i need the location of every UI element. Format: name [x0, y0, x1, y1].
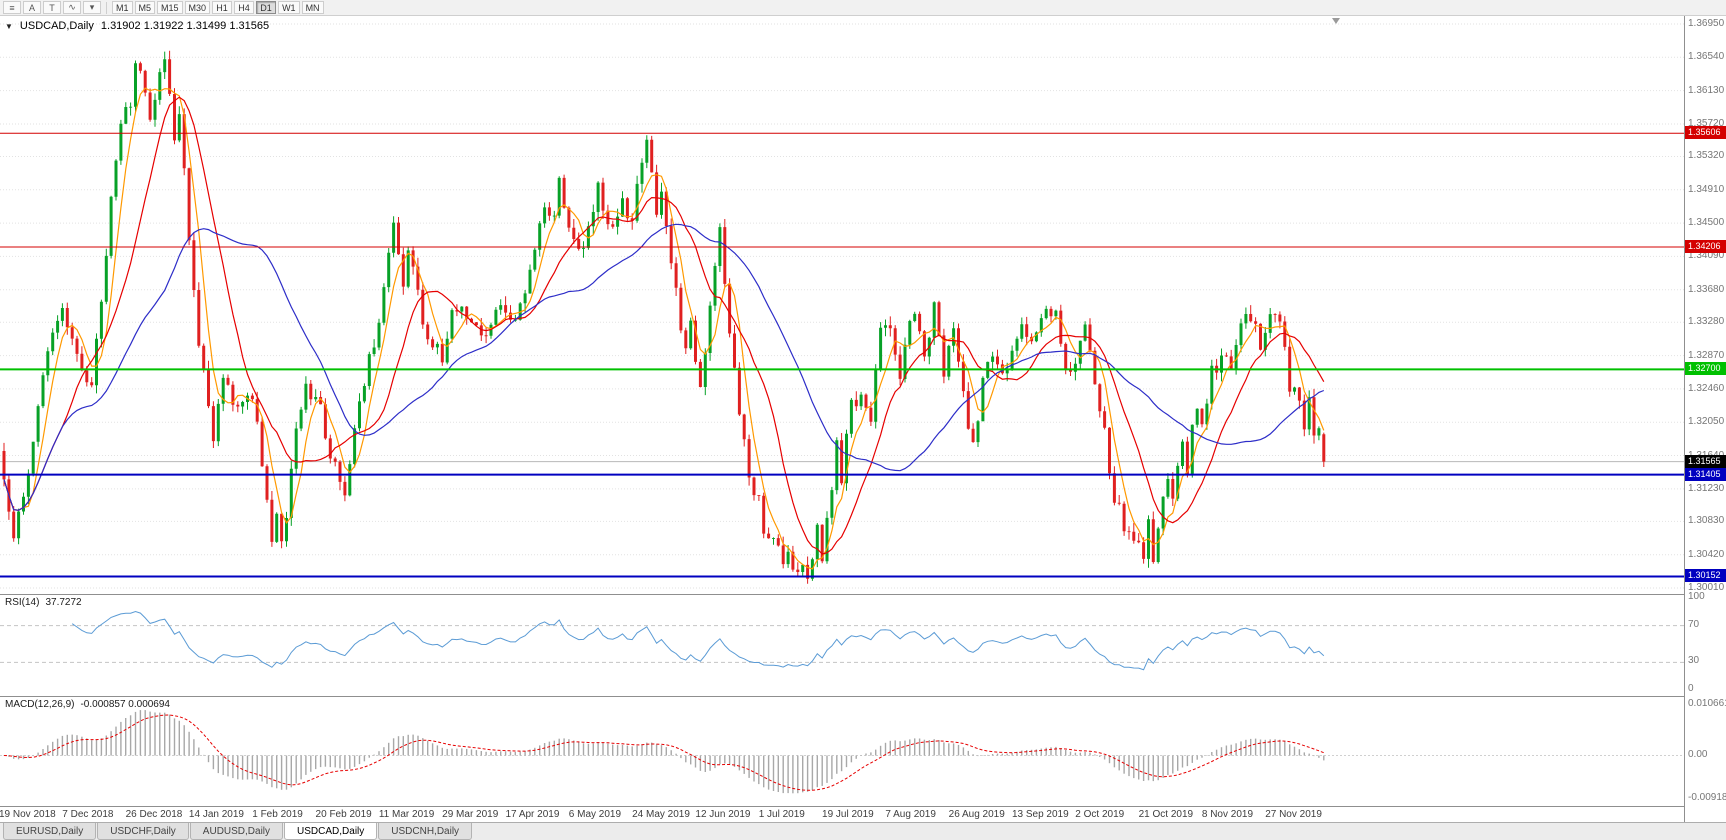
- rsi-axis-label: 100: [1688, 591, 1705, 602]
- date-label: 19 Nov 2018: [0, 809, 56, 820]
- price-axis-label: 1.34090: [1688, 250, 1725, 262]
- price-axis-label: 1.34910: [1688, 183, 1725, 195]
- price-axis-label: 1.36540: [1688, 51, 1725, 63]
- rsi-label: RSI(14): [5, 597, 40, 608]
- date-label: 12 Jun 2019: [695, 809, 751, 820]
- macd-chart-canvas[interactable]: [0, 697, 1684, 806]
- date-label: 21 Oct 2019: [1138, 809, 1194, 820]
- macd-axis-label: 0.0106615: [1688, 698, 1726, 709]
- chart-title: ▼ USDCAD,Daily 1.31902 1.31922 1.31499 1…: [5, 20, 269, 32]
- hline-price-tag[interactable]: 1.31405: [1685, 467, 1726, 481]
- macd-values: -0.000857 0.000694: [80, 699, 170, 710]
- macd-pane[interactable]: MACD(12,26,9) -0.000857 0.000694: [0, 696, 1684, 806]
- price-axis-label: 1.32870: [1688, 349, 1725, 361]
- cursor-tool-icon[interactable]: A: [23, 1, 41, 14]
- timeframe-button-h1[interactable]: H1: [212, 1, 233, 14]
- rsi-axis-label: 0: [1688, 683, 1694, 694]
- chart-tabs: EURUSD,Daily USDCHF,Daily AUDUSD,Daily USDC…: [0, 822, 1726, 840]
- price-axis-label: 1.33680: [1688, 283, 1725, 295]
- draw-tools-icon[interactable]: ∿: [63, 1, 81, 14]
- tab-usdcad-daily[interactable]: USDCAD,Daily: [284, 823, 378, 840]
- date-label: 1 Jul 2019: [758, 809, 805, 820]
- macd-label: MACD(12,26,9): [5, 699, 75, 710]
- price-axis-label: 1.35320: [1688, 150, 1725, 162]
- rsi-title: RSI(14) 37.7272: [5, 597, 82, 608]
- charts-list-icon[interactable]: ≡: [3, 1, 21, 14]
- rsi-chart-canvas[interactable]: [0, 595, 1684, 696]
- price-axis-label: 1.32050: [1688, 416, 1725, 428]
- price-chart-canvas[interactable]: [0, 16, 1684, 594]
- hline-price-tag[interactable]: 1.35606: [1685, 126, 1726, 140]
- current-price-tag: 1.31565: [1685, 454, 1726, 468]
- tab-usdchf-daily[interactable]: USDCHF,Daily: [97, 823, 189, 840]
- draw-tools-caret-icon[interactable]: ▾: [83, 1, 101, 14]
- text-tool-icon[interactable]: T: [43, 1, 61, 14]
- macd-axis-label: -0.00918: [1688, 792, 1726, 803]
- price-axis-label: 1.32460: [1688, 382, 1725, 394]
- timeframe-button-mn[interactable]: MN: [301, 1, 324, 14]
- macd-title: MACD(12,26,9) -0.000857 0.000694: [5, 699, 170, 710]
- date-label: 26 Aug 2019: [948, 809, 1005, 820]
- date-label: 29 Mar 2019: [442, 809, 499, 820]
- timeframe-button-w1[interactable]: W1: [278, 1, 300, 14]
- price-axis-label: 1.34500: [1688, 217, 1725, 229]
- timeframe-button-d1[interactable]: D1: [256, 1, 277, 14]
- date-label: 13 Sep 2019: [1011, 809, 1069, 820]
- date-label: 11 Mar 2019: [378, 809, 435, 820]
- timeframe-button-m15[interactable]: M15: [157, 1, 183, 14]
- toolbar: ≡ A T ∿ ▾ M1 M5 M15 M30 H1 H4 D1 W1 MN: [0, 0, 1726, 16]
- date-label: 8 Nov 2019: [1201, 809, 1254, 820]
- timeframe-button-h4[interactable]: H4: [234, 1, 255, 14]
- date-label: 26 Dec 2018: [125, 809, 183, 820]
- toolbar-separator: [106, 1, 107, 14]
- price-pane[interactable]: ▼ USDCAD,Daily 1.31902 1.31922 1.31499 1…: [0, 16, 1684, 594]
- date-label: 1 Feb 2019: [252, 809, 303, 820]
- date-label: 24 May 2019: [632, 809, 690, 820]
- date-label: 27 Nov 2019: [1265, 809, 1322, 820]
- date-label: 19 Jul 2019: [822, 809, 874, 820]
- price-axis-label: 1.36950: [1688, 18, 1725, 29]
- hline-price-tag[interactable]: 1.34206: [1685, 239, 1726, 253]
- rsi-axis-label: 30: [1688, 655, 1700, 667]
- tab-usdcnh-daily[interactable]: USDCNH,Daily: [378, 823, 473, 840]
- time-axis: 19 Nov 2018 7 Dec 2018 26 Dec 2018 14 Jan 2…: [0, 806, 1684, 822]
- date-label: 2 Oct 2019: [1075, 809, 1125, 820]
- macd-axis-label: 0.00: [1688, 748, 1708, 760]
- hline-price-tag[interactable]: 1.30152: [1685, 569, 1726, 583]
- price-axis-label: 1.30830: [1688, 515, 1725, 527]
- timeframe-button-m5[interactable]: M5: [134, 1, 156, 14]
- timeframe-button-m30[interactable]: M30: [184, 1, 211, 14]
- timeframe-button-m1[interactable]: M1: [112, 1, 133, 14]
- rsi-axis-label: 70: [1688, 618, 1700, 630]
- date-label: 14 Jan 2019: [188, 809, 244, 820]
- chart-symbol-label: USDCAD,Daily: [19, 20, 94, 32]
- date-label: 17 Apr 2019: [505, 809, 560, 820]
- date-label: 6 May 2019: [568, 809, 622, 820]
- date-label: 7 Aug 2019: [885, 809, 936, 820]
- chart-area: ▼ USDCAD,Daily 1.31902 1.31922 1.31499 1…: [0, 16, 1726, 822]
- expander-icon[interactable]: ▼: [5, 21, 13, 31]
- price-axis-label: 1.30420: [1688, 548, 1725, 560]
- hline-price-tag[interactable]: 1.32700: [1685, 362, 1726, 376]
- rsi-value: 37.7272: [45, 597, 82, 608]
- price-axis-label: 1.33280: [1688, 316, 1725, 328]
- rsi-pane[interactable]: RSI(14) 37.7272: [0, 594, 1684, 696]
- date-label: 7 Dec 2018: [62, 809, 114, 820]
- tab-audusd-daily[interactable]: AUDUSD,Daily: [189, 823, 284, 840]
- price-axis-label: 1.36130: [1688, 84, 1725, 96]
- price-axis-label: 1.35720: [1688, 117, 1725, 129]
- price-axis-label: 1.30010: [1688, 582, 1725, 593]
- chart-ohlc-values: 1.31902 1.31922 1.31499 1.31565: [100, 20, 270, 32]
- date-label: 20 Feb 2019: [315, 809, 372, 820]
- price-axis: 1.36950 1.36540 1.36130 1.35720 1.35320 1.349…: [1684, 16, 1726, 822]
- price-axis-label: 1.31230: [1688, 482, 1725, 494]
- chart-shift-marker[interactable]: [1331, 18, 1340, 24]
- tab-eurusd-daily[interactable]: EURUSD,Daily: [3, 823, 97, 840]
